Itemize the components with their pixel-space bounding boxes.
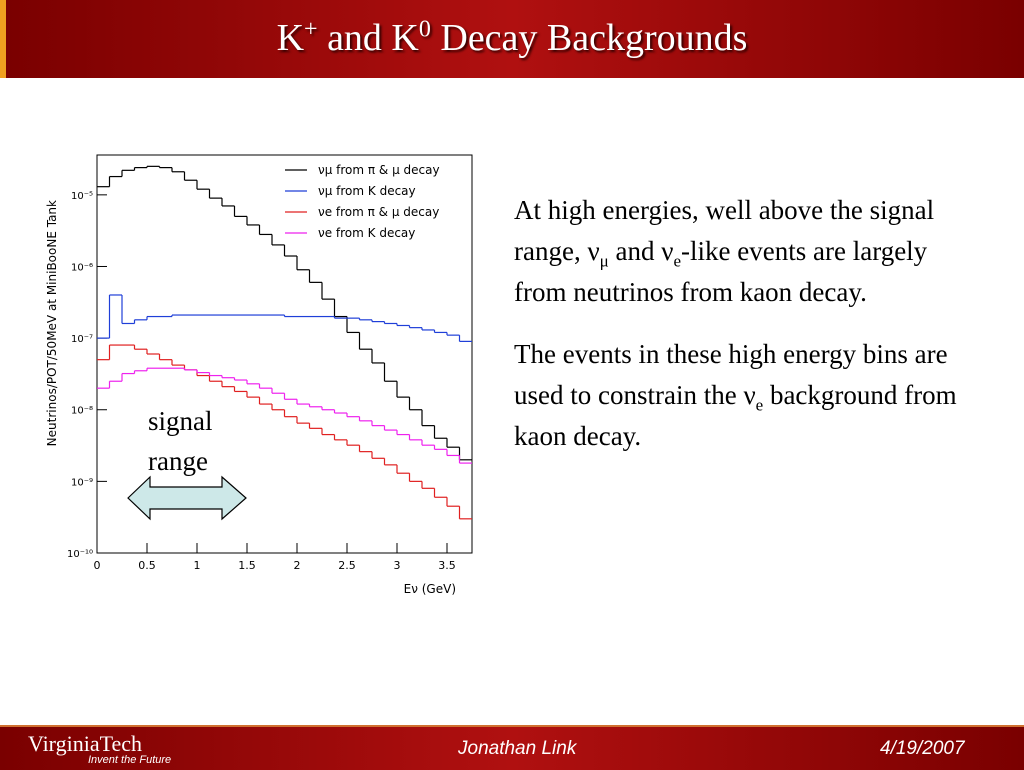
author: Jonathan Link (458, 738, 577, 759)
text-run: and K (317, 17, 419, 59)
text-run: background from kaon decay. (514, 380, 957, 451)
series (97, 294, 472, 342)
body-text: At high energies, well above the signal … (514, 190, 964, 478)
text-run: At high energies, well above the signal … (514, 195, 935, 266)
y-tick-label: 10⁻¹⁰ (67, 549, 93, 560)
slide-title: K+ and K0 Decay Backgrounds (0, 16, 1024, 60)
legend-label: νe from K decay (318, 226, 415, 240)
date: 4/19/2007 (880, 738, 965, 759)
paragraph: At high energies, well above the signal … (514, 190, 964, 313)
text-run: and ν (608, 236, 674, 266)
signal-arrow (127, 475, 247, 521)
x-tick-label: 2.5 (338, 559, 356, 572)
series (97, 344, 472, 520)
y-tick-label: 10⁻⁶ (71, 262, 93, 273)
text-run: K (276, 17, 305, 59)
text-run: e (673, 251, 682, 271)
logo: VirginiaTech (28, 731, 143, 756)
text-run: Decay Backgrounds (430, 17, 748, 59)
y-tick-label: 10⁻⁷ (71, 334, 93, 345)
x-tick-label: 1.5 (238, 559, 256, 572)
y-tick-label: 10⁻⁸ (71, 406, 93, 417)
x-tick-label: 0 (94, 559, 101, 572)
legend-label: νe from π & μ decay (318, 205, 439, 219)
legend-label: νμ from K decay (318, 184, 416, 198)
text-run: + (304, 16, 318, 43)
x-tick-label: 3.5 (438, 559, 456, 572)
legend-label: νμ from π & μ decay (318, 163, 440, 177)
annotation: range (148, 446, 208, 476)
text-run: e (755, 395, 764, 415)
paragraph: The events in these high energy bins are… (514, 334, 964, 457)
header-bar: K+ and K0 Decay Backgrounds (0, 0, 1024, 78)
text-run: The events in these high energy bins are… (514, 339, 948, 410)
y-tick-label: 10⁻⁵ (71, 191, 93, 202)
x-tick-label: 3 (394, 559, 401, 572)
text-run: -like events are largely from neutrinos … (514, 236, 928, 307)
footer-bar: VirginiaTech Invent the Future Jonathan … (0, 725, 1024, 770)
x-tick-label: 0.5 (138, 559, 156, 572)
series (97, 367, 472, 464)
series (97, 165, 472, 461)
x-tick-label: 1 (194, 559, 201, 572)
annotation: signal (148, 406, 213, 436)
plot-frame (96, 154, 473, 554)
y-tick-label: 10⁻⁹ (71, 477, 93, 488)
text-run: μ (599, 251, 609, 271)
y-axis-label: Neutrinos/POT/50MeV at MiniBooNE Tank (45, 200, 59, 446)
tagline: Invent the Future (88, 754, 172, 766)
x-tick-label: 2 (294, 559, 301, 572)
text-run: 0 (418, 16, 431, 43)
x-axis-label: Eν (GeV) (404, 582, 456, 596)
